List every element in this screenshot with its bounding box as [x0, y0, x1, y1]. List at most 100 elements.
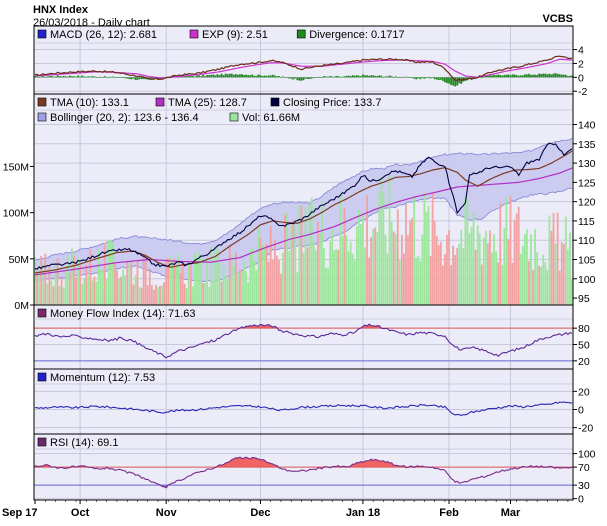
macd-legend-swatch [37, 29, 47, 39]
volume-bar [423, 192, 426, 305]
volume-bar [148, 270, 151, 305]
volume-bar [380, 176, 383, 305]
volume-bar [181, 260, 184, 305]
divergence-bar [191, 76, 194, 78]
divergence-bar [357, 75, 360, 78]
divergence-bar [120, 77, 122, 78]
volume-bar [560, 241, 563, 305]
volume-bar [114, 263, 116, 305]
volume-bar [312, 242, 315, 305]
divergence-bar [280, 76, 282, 78]
volume-bar [36, 270, 38, 305]
divergence-bar [247, 75, 250, 78]
price-y-tick-label: 95 [578, 293, 590, 305]
volume-bar [290, 225, 293, 305]
divergence-bar [64, 76, 67, 78]
volume-bar [202, 282, 204, 305]
volume-bar [300, 205, 303, 305]
volume-bar [243, 261, 245, 305]
divergence-bar [273, 75, 276, 78]
bollinger-upper-line [34, 137, 573, 261]
volume-bar [34, 256, 36, 305]
volume-bar [138, 286, 141, 305]
divergence-bar [437, 77, 440, 80]
divergence-bar [489, 75, 491, 78]
volume-bar [564, 216, 567, 305]
divergence-bar [327, 76, 329, 78]
volume-bar [357, 210, 360, 305]
volume-bar [75, 276, 77, 305]
volume-bar [212, 279, 215, 305]
divergence-bar [132, 77, 135, 79]
divergence-bar [294, 77, 297, 79]
rsi-legend-label: RSI (14): 69.1 [50, 437, 118, 449]
price-y-tick-label: 100 [578, 274, 596, 286]
volume-bar [411, 217, 414, 305]
volume-tick-label: 100M [3, 208, 29, 220]
divergence-bar [300, 77, 303, 81]
divergence-bar [79, 76, 81, 78]
divergence-bar [446, 77, 448, 84]
divergence-bar [34, 75, 36, 78]
volume-bar [165, 259, 168, 305]
volume-bar [185, 288, 188, 305]
volume-bar [54, 263, 57, 305]
volume-bar [132, 284, 135, 305]
volume-bar [323, 248, 325, 305]
volume-bar [562, 243, 565, 305]
volume-bar [540, 266, 543, 305]
volume-bar [157, 287, 159, 305]
divergence-bar [269, 75, 272, 78]
volume-bar [487, 243, 489, 305]
volume-bar [282, 252, 284, 305]
divergence-bar [36, 75, 38, 78]
volume-bar [554, 243, 557, 305]
volume-bar [249, 250, 252, 305]
macd-y-tick-label: 0 [578, 72, 584, 84]
volume-bar [485, 230, 487, 305]
bollinger-legend-swatch [37, 112, 47, 122]
volume-bar [499, 203, 502, 305]
divergence-bar [485, 75, 487, 78]
volume-bar [152, 289, 155, 305]
x-tick-label: Jan 18 [346, 507, 380, 519]
momentum-y-tick-label: -20 [578, 423, 593, 435]
divergence-bar [52, 76, 55, 78]
divergence-bar [415, 77, 418, 80]
divergence-bar [530, 74, 532, 78]
volume-bar [97, 250, 100, 305]
x-tick-label: Nov [156, 507, 178, 519]
divergence-bar [364, 75, 366, 78]
macd-panel: 42 0 -2 MACD (26, 12): 2.681 EXP (9): 2.51 Di… [33, 25, 587, 98]
volume-bar [142, 256, 145, 305]
volume-bar [359, 224, 362, 305]
volume-bar [421, 234, 424, 305]
divergence-bar [503, 75, 506, 78]
mfi-y-tick-label: 20 [578, 356, 590, 368]
divergence-bar [435, 77, 438, 80]
divergence-bar [111, 76, 114, 78]
volume-bar [468, 233, 471, 305]
volume-bar [489, 230, 491, 305]
volume-bar [427, 205, 430, 305]
volume-bar [136, 260, 139, 305]
volume-bar [536, 251, 539, 305]
macd-line [34, 55, 573, 82]
divergence-bar [571, 75, 573, 78]
momentum-panel-line [34, 401, 573, 417]
divergence-bar [345, 75, 348, 78]
closing-price-line [34, 142, 573, 270]
volume-bar [569, 232, 571, 305]
divergence-bar [257, 74, 260, 78]
volume-bar [372, 228, 375, 305]
volume-bar [550, 230, 553, 305]
divergence-bar [181, 76, 184, 78]
divergence-bar [152, 77, 155, 80]
volume-bar [286, 212, 289, 305]
divergence-bar [382, 76, 385, 78]
volume-tick-label: 0M [14, 300, 29, 312]
divergence-bar [411, 77, 414, 78]
price-y-tick-label: 105 [578, 254, 596, 266]
volume-bar [503, 227, 506, 305]
divergence-bar [417, 77, 420, 79]
